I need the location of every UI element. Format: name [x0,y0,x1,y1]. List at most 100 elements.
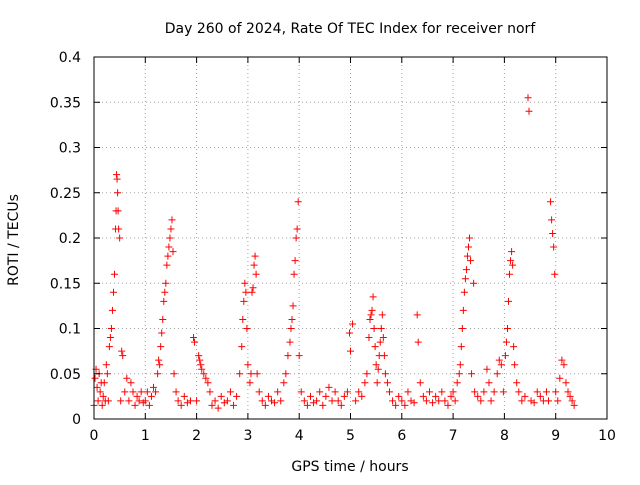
data-point [389,397,397,405]
data-point [91,374,99,382]
data-point [217,392,225,400]
y-tick-label: 0 [72,412,81,428]
data-point [373,379,381,387]
data-point [152,388,160,396]
data-point [547,198,555,206]
data-point [292,234,300,242]
data-point [294,198,302,206]
data-point [164,252,172,260]
data-point [385,388,393,396]
data-point [104,397,112,405]
data-point [497,361,505,369]
data-point [407,397,415,405]
data-point [240,297,248,305]
data-point [518,397,526,405]
data-point [470,279,478,287]
data-point [137,388,145,396]
data-point [274,388,282,396]
data-point [202,374,210,382]
data-point [554,397,562,405]
data-point [98,401,106,409]
data-point [507,257,515,265]
data-point [556,374,564,382]
data-point [413,311,421,319]
data-point [521,392,529,400]
data-point [223,397,231,405]
data-point [166,234,174,242]
data-point [441,397,449,405]
data-point [429,399,437,407]
data-points-layer [90,94,578,412]
data-point [162,279,170,287]
data-point [560,361,568,369]
data-point [145,401,153,409]
data-point [284,352,292,360]
x-tick-label: 5 [346,428,355,444]
y-tick-label: 0.15 [50,276,81,292]
data-point [505,297,513,305]
data-point [372,361,380,369]
data-point [508,248,516,256]
data-point [177,401,185,409]
data-point [325,383,333,391]
data-point [248,288,256,296]
data-point [568,397,576,405]
data-point [361,379,369,387]
data-point [509,261,517,269]
data-point [157,343,165,351]
data-point [381,370,389,378]
data-point [551,270,559,278]
data-point [102,361,110,369]
data-point [106,334,114,342]
data-point [343,388,351,396]
data-point [109,288,117,296]
data-point [291,257,299,265]
data-point [506,270,514,278]
data-point [172,388,180,396]
data-point [503,325,511,332]
data-point [378,311,386,319]
data-point [287,325,295,332]
data-point [459,306,467,314]
data-point [113,171,121,179]
data-point [170,370,178,378]
data-point [195,352,203,360]
data-point [113,175,121,183]
y-tick-label: 0.35 [50,95,81,111]
data-point [250,261,258,269]
data-point [127,379,135,387]
x-tick-label: 4 [295,428,304,444]
data-point [241,279,249,287]
data-point [114,207,122,215]
data-point [549,229,557,237]
data-point [552,388,560,396]
data-point [289,302,297,310]
data-point [295,352,303,360]
data-point [204,379,212,387]
x-tick-label: 6 [397,428,406,444]
data-point [252,270,260,278]
data-point [377,325,385,332]
y-tick-label: 0.1 [59,322,81,338]
data-point [297,388,305,396]
data-point [374,365,382,373]
data-point [511,361,519,369]
data-point [118,347,126,355]
data-point [416,379,424,387]
data-point [316,388,324,396]
data-point [355,388,363,396]
data-point [280,379,288,387]
data-point [168,216,176,224]
data-point [119,352,127,360]
data-point [141,397,149,405]
data-point [264,392,272,400]
data-point [167,225,175,233]
data-point [180,392,188,400]
data-point [103,370,111,378]
data-point [249,284,257,292]
data-point [366,315,374,323]
data-point [371,343,379,351]
data-point [147,392,155,400]
data-point [190,334,198,342]
